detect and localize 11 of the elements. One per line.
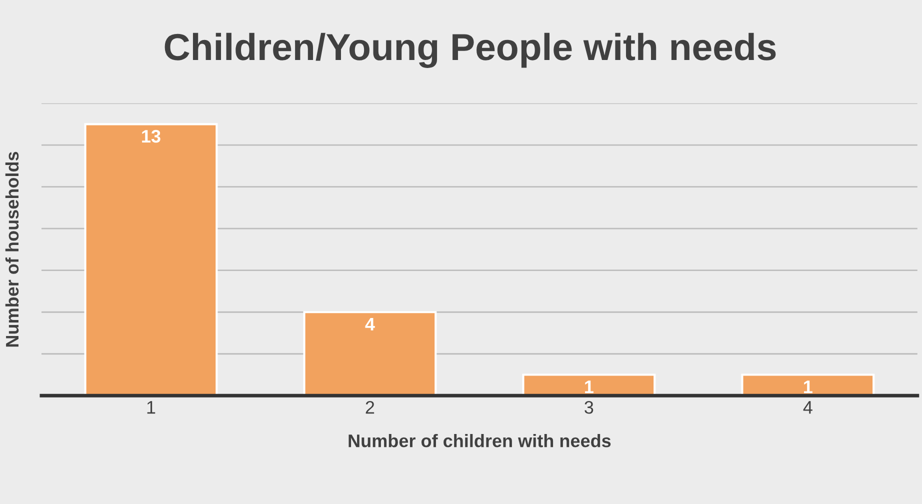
- x-axis-title: Number of children with needs: [348, 434, 611, 448]
- x-tick-label: 3: [584, 400, 594, 414]
- data-label: 1: [804, 380, 812, 394]
- data-label: 13: [142, 130, 160, 143]
- data-label: 1: [585, 380, 594, 394]
- x-tick-label: 2: [366, 400, 374, 414]
- chart-title: Children/Young People with needs: [164, 32, 776, 68]
- y-axis-title: Number of households: [5, 152, 19, 347]
- x-tick-label: 1: [147, 401, 156, 414]
- data-label: 4: [365, 318, 375, 330]
- x-tick-label: 4: [803, 401, 812, 414]
